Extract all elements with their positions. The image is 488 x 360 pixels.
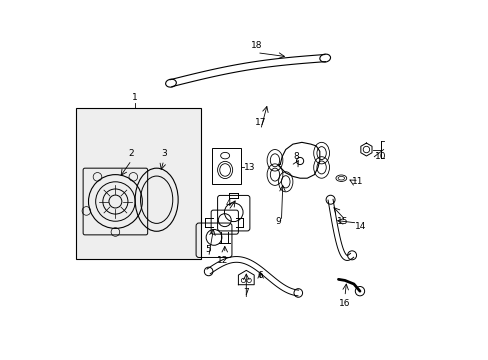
Text: 10: 10 bbox=[374, 152, 386, 161]
Text: 5: 5 bbox=[205, 246, 211, 255]
Text: 14: 14 bbox=[355, 222, 366, 231]
Text: 16: 16 bbox=[339, 299, 350, 308]
Text: 2: 2 bbox=[128, 149, 134, 158]
Text: 17: 17 bbox=[254, 118, 266, 127]
Text: 9: 9 bbox=[275, 217, 281, 226]
Text: 4: 4 bbox=[225, 199, 231, 208]
Bar bbox=[212, 148, 241, 184]
Polygon shape bbox=[278, 142, 319, 178]
Text: 6: 6 bbox=[257, 270, 263, 279]
Text: 15: 15 bbox=[337, 217, 348, 226]
Polygon shape bbox=[238, 270, 254, 285]
Text: 11: 11 bbox=[351, 177, 363, 186]
Text: 1: 1 bbox=[132, 93, 138, 102]
Bar bbox=[76, 108, 201, 259]
Text: 3: 3 bbox=[161, 149, 166, 158]
Text: 7: 7 bbox=[243, 288, 249, 297]
Text: 18: 18 bbox=[251, 41, 262, 50]
Text: 13: 13 bbox=[244, 163, 255, 172]
Circle shape bbox=[246, 278, 251, 283]
Polygon shape bbox=[360, 143, 371, 156]
Text: 12: 12 bbox=[217, 256, 228, 265]
Text: 8: 8 bbox=[293, 152, 299, 161]
Circle shape bbox=[241, 278, 245, 283]
Circle shape bbox=[296, 157, 303, 165]
